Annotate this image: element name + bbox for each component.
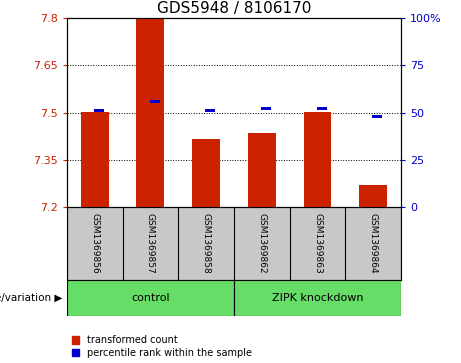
Bar bbox=[94, 109, 104, 112]
Title: GDS5948 / 8106170: GDS5948 / 8106170 bbox=[157, 1, 311, 16]
Text: ZIPK knockdown: ZIPK knockdown bbox=[272, 293, 363, 303]
Text: GSM1369864: GSM1369864 bbox=[369, 213, 378, 273]
Bar bbox=[234, 280, 401, 316]
Bar bbox=[205, 109, 215, 112]
Bar bbox=[359, 185, 387, 207]
Bar bbox=[317, 107, 327, 110]
Bar bbox=[136, 18, 164, 207]
Bar bbox=[248, 133, 276, 207]
Text: GSM1369857: GSM1369857 bbox=[146, 213, 155, 273]
Text: GSM1369856: GSM1369856 bbox=[90, 213, 99, 273]
Text: GSM1369862: GSM1369862 bbox=[257, 213, 266, 273]
Bar bbox=[67, 280, 234, 316]
Bar bbox=[261, 107, 271, 110]
Text: genotype/variation ▶: genotype/variation ▶ bbox=[0, 293, 62, 303]
Bar bbox=[372, 115, 383, 118]
Legend: transformed count, percentile rank within the sample: transformed count, percentile rank withi… bbox=[72, 335, 252, 358]
Text: control: control bbox=[131, 293, 170, 303]
Bar bbox=[304, 111, 331, 207]
Bar bbox=[192, 139, 220, 207]
Text: GSM1369858: GSM1369858 bbox=[201, 213, 211, 273]
Bar bbox=[149, 99, 160, 103]
Bar bbox=[81, 111, 109, 207]
Text: GSM1369863: GSM1369863 bbox=[313, 213, 322, 273]
